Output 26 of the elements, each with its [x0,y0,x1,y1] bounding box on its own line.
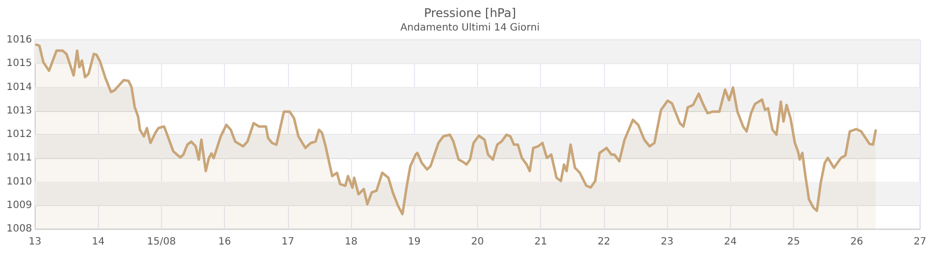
y-tick-label: 1010 [6,176,32,188]
chart-title: Pressione [hPa] [424,6,516,20]
x-tick-label: 25 [787,236,800,248]
x-tick-label: 22 [598,236,610,248]
x-tick-label: 14 [92,236,105,248]
x-tick-label: 20 [471,236,484,248]
x-tick-label: 16 [218,236,232,248]
x-tick-label: 23 [660,236,674,248]
x-tick-label: 21 [534,236,548,248]
y-tick-label: 1016 [6,34,32,46]
x-tick-label: 13 [28,236,42,248]
y-tick-label: 1012 [6,129,32,140]
x-tick-label: 17 [281,236,294,248]
y-tick-label: 1011 [6,152,32,164]
x-tick-label: 18 [344,236,358,248]
y-tick-label: 1014 [6,82,32,93]
chart-subtitle: Andamento Ultimi 14 Giorni [400,22,540,34]
y-tick-label: 1013 [6,105,32,116]
y-tick-label: 1009 [6,200,32,211]
x-tick-label: 26 [850,236,864,248]
y-tick-label: 1008 [6,224,32,234]
x-tick-label: 15/08 [147,236,176,248]
x-tick-label: 19 [408,236,421,248]
y-tick-label: 1015 [6,58,32,70]
x-tick-label: 24 [724,236,737,248]
x-tick-label: 27 [914,236,926,248]
